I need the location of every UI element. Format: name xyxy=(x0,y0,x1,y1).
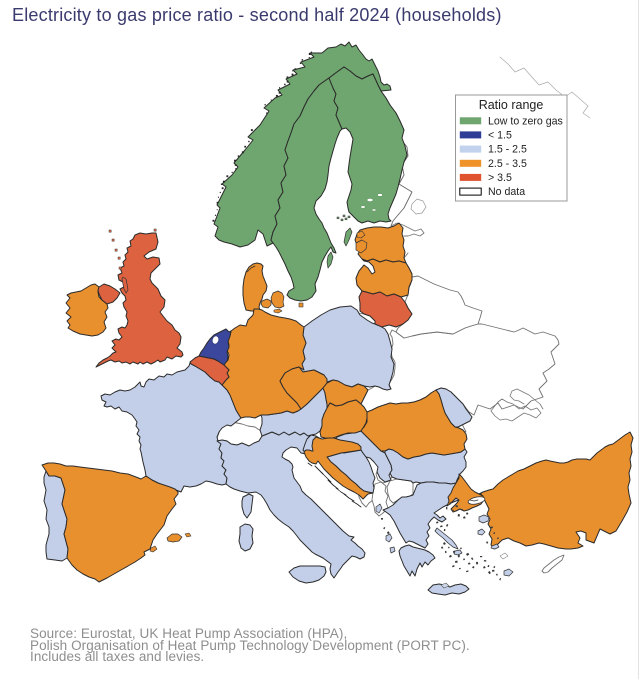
svg-text:< 1.5: < 1.5 xyxy=(488,129,512,141)
svg-text:Ratio range: Ratio range xyxy=(479,98,544,112)
svg-text:No data: No data xyxy=(488,186,525,198)
svg-text:Low to zero gas: Low to zero gas xyxy=(488,115,563,127)
svg-text:2.5 - 3.5: 2.5 - 3.5 xyxy=(488,158,527,170)
svg-text:> 3.5: > 3.5 xyxy=(488,172,512,184)
svg-text:1.5 - 2.5: 1.5 - 2.5 xyxy=(488,144,527,156)
